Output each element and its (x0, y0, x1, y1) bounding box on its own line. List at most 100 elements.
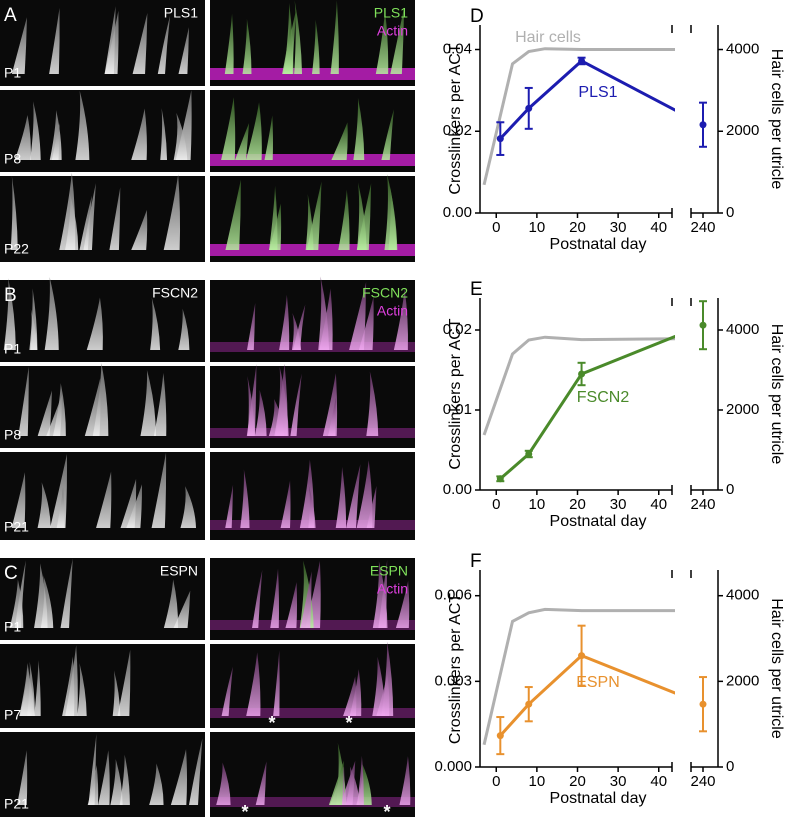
stereocilia (3, 278, 16, 350)
actin-band (210, 708, 415, 718)
stereocilia (65, 645, 78, 716)
age-label: P21 (4, 796, 29, 812)
data-point (525, 104, 533, 112)
y-tick-label: 0.02 (443, 321, 472, 338)
stereocilia (270, 568, 280, 628)
stereocilia (372, 656, 386, 716)
stereocilia (353, 97, 365, 160)
stereocilia (340, 760, 356, 805)
stereocilia (255, 761, 267, 805)
panel-letter: D (470, 6, 484, 27)
stereocilia (290, 373, 302, 436)
age-label: P1 (4, 65, 21, 81)
stereocilia (49, 7, 60, 74)
stereocilia (96, 471, 112, 528)
stereocilia (294, 0, 303, 74)
stereocilia (331, 122, 348, 160)
stereocilia (104, 10, 119, 74)
stereocilia (75, 90, 90, 160)
stereocilia (160, 108, 168, 160)
x-axis-label: Postnatal day (550, 513, 647, 530)
stereocilia (27, 661, 36, 716)
merge-label: FSCN2 (362, 285, 408, 301)
y-tick-label: 0.00 (443, 481, 472, 498)
stereocilia (98, 750, 110, 805)
y2-tick-label: 2000 (726, 401, 759, 418)
age-label: P1 (4, 341, 21, 357)
stereocilia (34, 563, 48, 628)
series-line (482, 607, 675, 746)
y-tick-label: 0.00 (443, 204, 472, 221)
stereocilia (224, 13, 234, 74)
stereocilia (34, 660, 41, 716)
stereocilia (79, 195, 92, 250)
y2-tick-label: 0 (726, 481, 734, 498)
data-point (699, 700, 707, 708)
stereocilia (300, 571, 312, 628)
stereocilia (175, 90, 192, 160)
panel-letter: C (4, 563, 18, 584)
stereocilia (51, 123, 60, 160)
x-tick-label: 0 (492, 219, 500, 236)
stereocilia (252, 569, 263, 628)
y-tick-label: 0.04 (443, 40, 472, 57)
x-tick-label: 40 (650, 496, 667, 513)
stereocilia (9, 579, 24, 628)
data-point (496, 732, 504, 740)
x-axis-label: Postnatal day (550, 790, 647, 807)
panel-letter: B (4, 285, 17, 306)
series-label: ESPN (576, 674, 620, 691)
stereocilia (60, 558, 73, 628)
stereocilia (117, 649, 131, 716)
stereocilia (308, 485, 316, 528)
stereocilia (335, 466, 347, 528)
stereocilia (59, 172, 76, 250)
x-axis-label: Postnatal day (550, 236, 647, 253)
series-label: Hair cells (515, 29, 581, 46)
data-point (525, 450, 533, 458)
x-tick-label: 40 (650, 773, 667, 790)
series-line (482, 47, 675, 186)
x-tick-label: 10 (529, 773, 546, 790)
asterisk: * (268, 713, 275, 733)
stereocilia (52, 383, 66, 436)
series-label: FSCN2 (577, 389, 630, 406)
stereocilia (86, 297, 103, 350)
stereocilia (225, 484, 234, 528)
merge-label: PLS1 (374, 5, 408, 21)
stereocilia (11, 17, 27, 75)
stereocilia (395, 580, 410, 628)
stereocilia (178, 27, 189, 74)
stereocilia (285, 582, 298, 628)
stereocilia (110, 759, 123, 805)
merge-label: ESPN (370, 563, 408, 579)
stereocilia (356, 755, 364, 805)
stereocilia (150, 297, 161, 350)
series-line (482, 335, 675, 436)
stereocilia (269, 203, 282, 250)
stereocilia (356, 460, 373, 528)
stereocilia (242, 18, 252, 74)
stereocilia (131, 108, 147, 160)
stereocilia (112, 670, 121, 716)
stereocilia (14, 114, 31, 160)
stereocilia (235, 122, 250, 160)
stereocilia (221, 666, 233, 716)
series-line (499, 334, 675, 480)
y2-tick-label: 4000 (726, 587, 759, 604)
data-point (578, 370, 586, 378)
stereocilia (131, 209, 148, 250)
stereocilia (132, 12, 148, 74)
stereocilia (269, 185, 278, 250)
stereocilia (153, 372, 167, 436)
stereocilia (18, 366, 29, 436)
stereocilia (311, 19, 320, 75)
merge-label: Actin (377, 303, 408, 319)
data-point (578, 57, 586, 65)
y-axis-label: Crosslinkers per ACT (447, 318, 464, 469)
stereocilia (109, 187, 121, 250)
stereocilia (246, 652, 261, 716)
stereocilia (170, 749, 187, 805)
panel-letter: F (470, 551, 482, 572)
